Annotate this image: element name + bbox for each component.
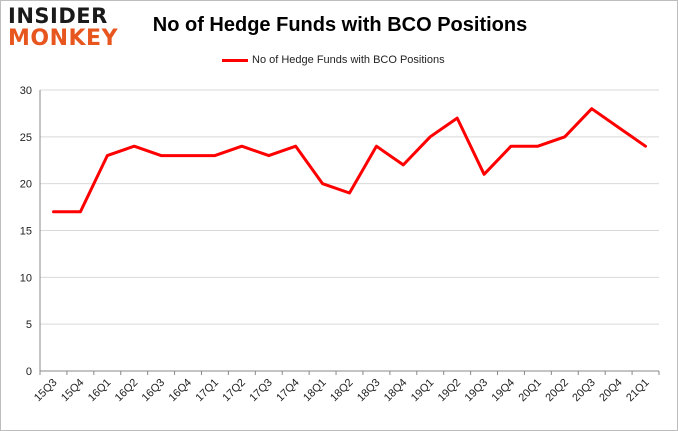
x-tick-label: 19Q3 [463,377,491,405]
y-tick-label: 30 [20,85,32,97]
x-tick-label: 19Q4 [490,377,518,405]
logo-line-1: INSIDER [8,4,108,28]
y-tick-label: 10 [20,272,32,284]
x-tick-label: 16Q2 [113,377,141,405]
series-line [52,107,647,214]
x-tick-label: 17Q1 [194,377,222,405]
x-tick-label: 18Q2 [328,377,356,405]
x-tick-label: 18Q3 [355,377,383,405]
x-tick-label: 17Q4 [274,377,302,405]
x-tick-label: 20Q4 [597,377,625,405]
y-tick-label: 15 [20,226,32,238]
legend-swatch [222,58,248,62]
x-tick-label: 17Q3 [247,377,275,405]
x-tick-label: 18Q1 [301,377,329,405]
x-tick-label: 16Q1 [86,377,114,405]
y-tick-label: 25 [20,132,32,144]
legend-label: No of Hedge Funds with BCO Positions [252,54,445,66]
chart-title: No of Hedge Funds with BCO Positions [152,14,528,36]
insider-monkey-logo: INSIDER MONKEY [8,6,126,50]
x-tick-label: 21Q1 [624,377,652,405]
x-tick-label: 17Q2 [220,377,248,405]
x-tick-label: 20Q2 [543,377,571,405]
x-tick-label: 16Q4 [167,377,195,405]
x-tick-label: 15Q4 [59,377,87,405]
x-tick-label: 20Q1 [516,377,544,405]
y-tick-label: 20 [20,179,32,191]
x-tick-label: 15Q3 [32,377,60,405]
y-tick-label: 5 [26,319,32,331]
x-tick-label: 16Q3 [140,377,168,405]
legend: No of Hedge Funds with BCO Positions [222,54,445,66]
x-tick-label: 20Q3 [570,377,598,405]
x-tick-label: 18Q4 [382,377,410,405]
y-tick-label: 0 [26,366,32,378]
x-tick-label: 19Q1 [409,377,437,405]
x-tick-label: 19Q2 [436,377,464,405]
logo-line-2: MONKEY [8,26,119,51]
